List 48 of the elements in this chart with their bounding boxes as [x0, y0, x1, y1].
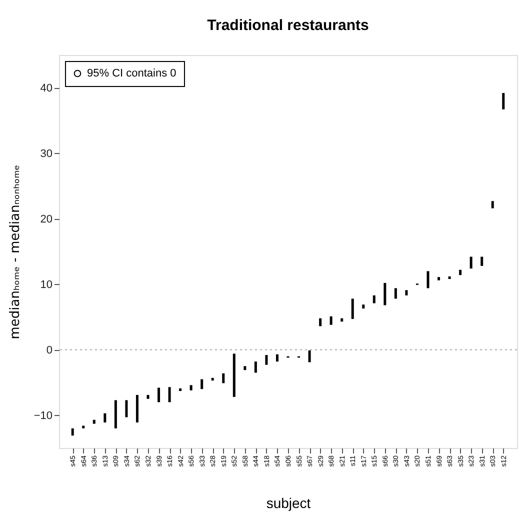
bar	[491, 201, 494, 208]
bar	[232, 354, 236, 397]
bar	[222, 373, 225, 384]
chart-title: Traditional restaurants	[207, 17, 369, 34]
legend-label: 95% CI contains 0	[87, 68, 176, 80]
bar	[340, 318, 344, 322]
bar	[136, 394, 138, 422]
bar	[480, 256, 484, 266]
y-tick-label: 0	[46, 344, 52, 356]
bar	[362, 304, 365, 308]
y-tick-label: 20	[40, 213, 52, 226]
bar	[82, 426, 85, 428]
bar	[92, 420, 96, 424]
bar	[448, 276, 451, 280]
bar	[405, 290, 408, 296]
bar	[168, 387, 171, 402]
bar	[459, 270, 462, 276]
bar	[426, 271, 430, 288]
bar	[330, 316, 332, 325]
bar	[200, 379, 204, 390]
bar	[158, 388, 160, 402]
bar	[308, 350, 311, 362]
bar	[351, 298, 354, 319]
bar	[114, 400, 117, 428]
y-tick-label: 40	[40, 82, 52, 94]
y-tick-label: 30	[40, 148, 52, 160]
bar	[319, 318, 322, 326]
bar	[211, 378, 214, 381]
bar	[125, 400, 128, 418]
bar	[146, 394, 150, 399]
bar	[254, 362, 257, 373]
bar	[276, 354, 278, 362]
bar	[190, 385, 192, 390]
bar	[384, 282, 386, 306]
y-tick-label: −10	[34, 410, 52, 422]
bar	[265, 354, 268, 365]
bar	[438, 277, 440, 280]
bar	[179, 388, 182, 392]
y-tick-label: 10	[40, 278, 52, 291]
bar	[470, 256, 472, 269]
bar	[394, 288, 397, 299]
bar	[104, 413, 106, 422]
bar	[244, 366, 246, 370]
bar	[71, 428, 74, 436]
bar	[372, 295, 376, 304]
bar	[502, 92, 505, 110]
x-axis-title: subject	[266, 494, 311, 511]
y-axis-title: medianₕₒₘₑ - medianₙₒₙₕₒₘₑ	[8, 164, 23, 340]
